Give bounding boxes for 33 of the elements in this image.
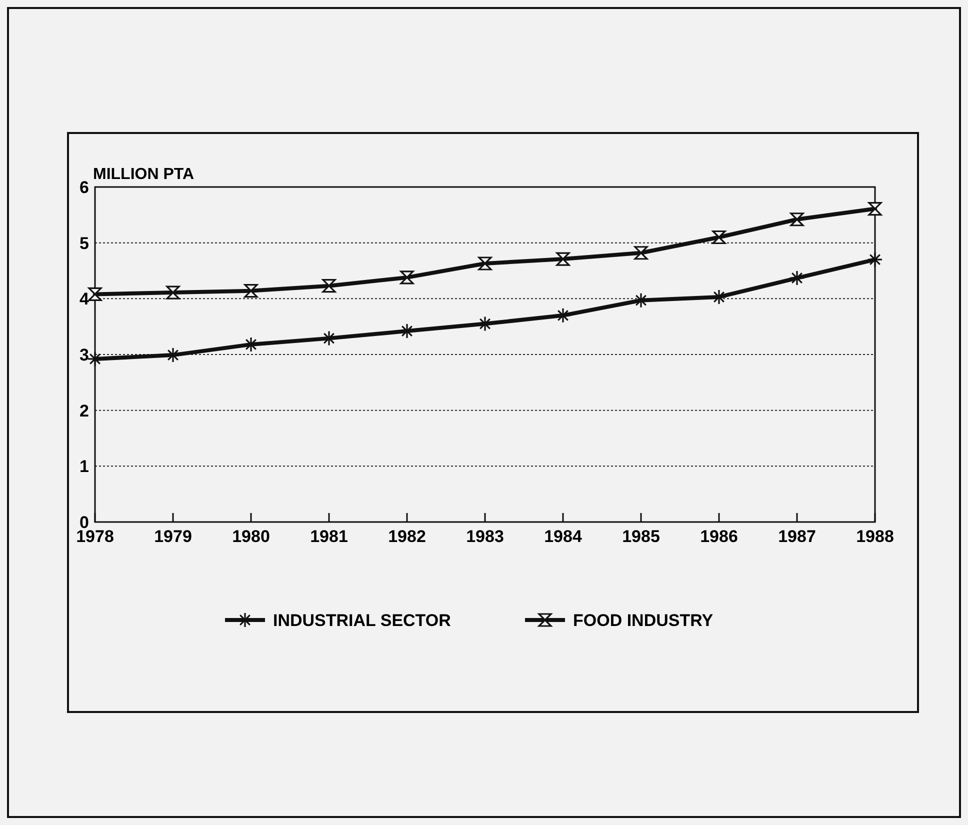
x-tick-label: 1981 (310, 527, 348, 546)
x-tick-label: 1986 (700, 527, 738, 546)
point (868, 202, 882, 216)
legend-label: FOOD INDUSTRY (573, 611, 714, 630)
x-tick-label: 1979 (154, 527, 192, 546)
x-tick-label: 1984 (544, 527, 582, 546)
y-axis-title: MILLION PTA (93, 166, 194, 183)
point (634, 246, 648, 260)
y-tick-label: 6 (80, 178, 89, 197)
x-tick-label: 1988 (856, 527, 894, 546)
point (322, 279, 336, 293)
point (478, 256, 492, 270)
point (166, 286, 180, 300)
x-tick-label: 1987 (778, 527, 816, 546)
y-tick-label: 4 (80, 290, 90, 309)
point (400, 270, 414, 284)
x-tick-label: 1985 (622, 527, 660, 546)
point (244, 284, 258, 298)
point (88, 287, 102, 301)
x-tick-label: 1983 (466, 527, 504, 546)
point (789, 270, 805, 286)
y-tick-label: 2 (80, 401, 89, 420)
x-tick-label: 1982 (388, 527, 426, 546)
legend-label: INDUSTRIAL SECTOR (273, 611, 451, 630)
x-tick-label: 1980 (232, 527, 270, 546)
y-tick-label: 3 (80, 346, 89, 364)
y-tick-label: 5 (80, 234, 89, 253)
point (790, 212, 804, 226)
point (712, 230, 726, 244)
point (556, 252, 570, 266)
x-tick-label: 1978 (76, 527, 114, 546)
point (867, 252, 883, 268)
y-tick-label: 1 (80, 457, 89, 476)
